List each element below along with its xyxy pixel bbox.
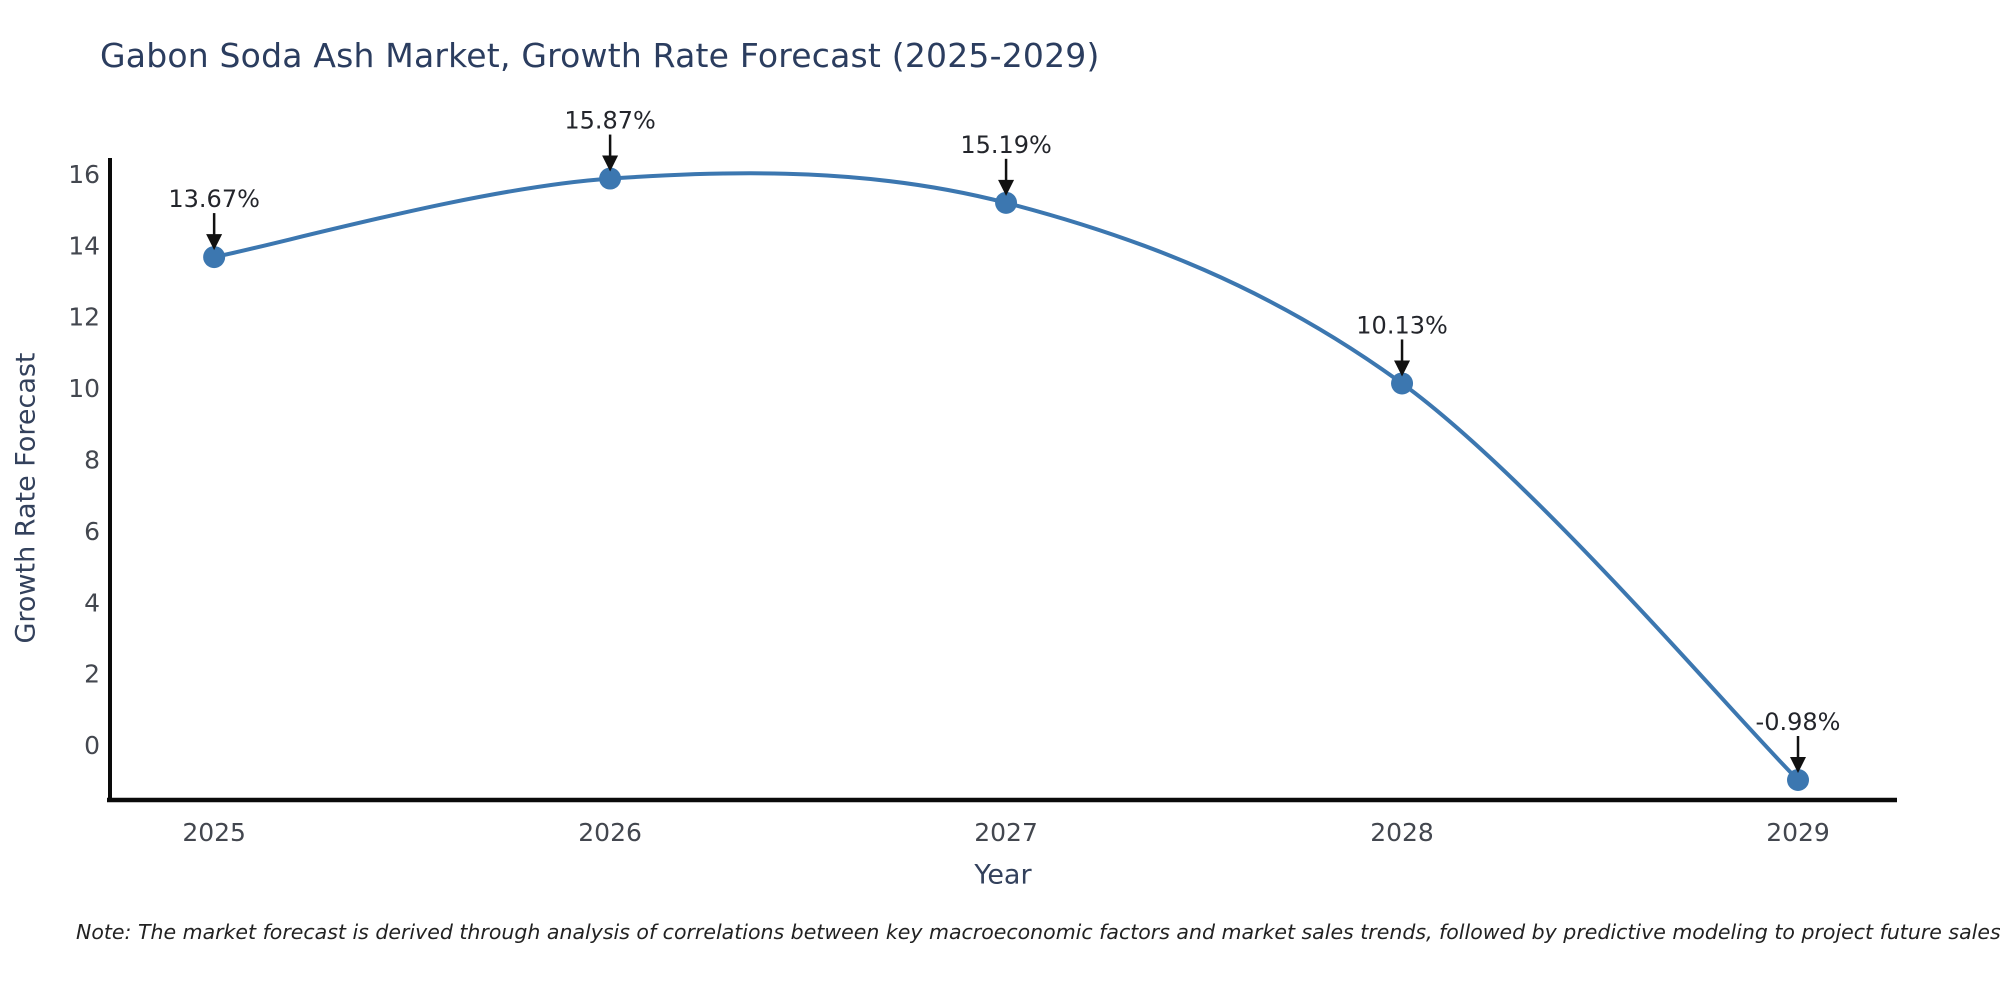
- y-tick-label: 10: [68, 374, 100, 403]
- x-tick-label: 2025: [182, 818, 246, 847]
- x-tick-label: 2029: [1766, 818, 1830, 847]
- y-tick-label: 8: [84, 445, 100, 474]
- data-label: -0.98%: [1756, 708, 1841, 736]
- x-tick-label: 2027: [974, 818, 1038, 847]
- annotation-arrow-head: [206, 234, 223, 251]
- y-tick-label: 12: [68, 303, 100, 332]
- annotation-arrow-head: [1394, 360, 1411, 377]
- x-tick-label: 2028: [1370, 818, 1434, 847]
- data-label: 15.19%: [960, 131, 1052, 159]
- x-tick-label: 2026: [578, 818, 642, 847]
- forecast-line: [212, 171, 1800, 782]
- footnote: Note: The market forecast is derived thr…: [76, 920, 2000, 944]
- data-point-marker[interactable]: [599, 167, 622, 190]
- data-point-marker[interactable]: [1391, 372, 1414, 395]
- y-tick-label: 4: [84, 588, 100, 617]
- chart-title: Gabon Soda Ash Market, Growth Rate Forec…: [100, 36, 1100, 75]
- annotation-arrow-head: [998, 179, 1015, 196]
- x-axis-title: Year: [974, 859, 1032, 891]
- y-tick-label: 6: [84, 517, 100, 546]
- data-point-marker[interactable]: [1787, 769, 1810, 792]
- y-tick-label: 16: [68, 160, 100, 189]
- data-point-marker[interactable]: [203, 246, 226, 269]
- data-label: 13.67%: [168, 185, 260, 213]
- data-label: 15.87%: [564, 107, 656, 135]
- y-tick-label: 14: [68, 231, 100, 260]
- y-tick-label: 2: [84, 660, 100, 689]
- y-tick-label: 0: [84, 731, 100, 760]
- annotation-arrow-head: [602, 155, 619, 172]
- data-label: 10.13%: [1356, 311, 1448, 339]
- annotation-arrow-head: [1790, 757, 1807, 774]
- data-point-marker[interactable]: [995, 191, 1018, 214]
